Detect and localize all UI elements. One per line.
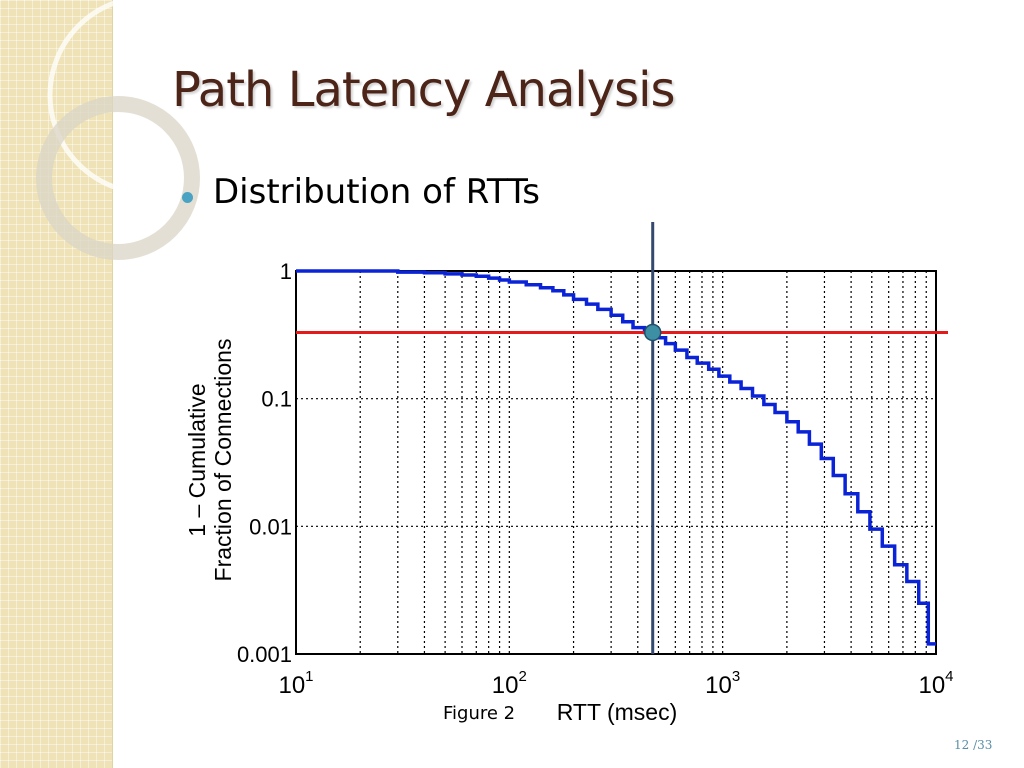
chart-grid bbox=[296, 271, 936, 654]
y-tick-label: 0.01 bbox=[249, 514, 292, 539]
ccdf-series-line bbox=[296, 269, 936, 646]
intersection-point bbox=[643, 323, 662, 342]
y-tick-label: 0.1 bbox=[261, 387, 292, 412]
plot-frame bbox=[295, 270, 937, 655]
y-axis-label-line-1: 1 – Cumulative bbox=[184, 383, 210, 536]
x-tick-label: 101 bbox=[278, 668, 313, 699]
x-tick-label: 102 bbox=[492, 668, 527, 699]
page-number: 12 /33 bbox=[954, 738, 993, 752]
y-axis-label-line-2: Fraction of Connections bbox=[210, 339, 236, 582]
y-axis-label: 1 – Cumulative Fraction of Connections bbox=[184, 339, 236, 582]
x-tick-label: 104 bbox=[918, 668, 953, 699]
y-tick-label: 0.001 bbox=[237, 642, 292, 667]
chart-annotations bbox=[296, 222, 948, 654]
slide-title: Path Latency Analysis bbox=[172, 62, 675, 118]
decorative-ring-thick bbox=[36, 96, 200, 260]
x-tick-label: 103 bbox=[705, 668, 740, 699]
decorative-ring-large bbox=[47, 0, 200, 196]
x-axis-label: RTT (msec) bbox=[557, 699, 678, 725]
y-tick-label: 1 bbox=[280, 259, 292, 284]
decorative-rings bbox=[36, 0, 200, 260]
figure-caption: Figure 2 bbox=[443, 703, 516, 724]
bullet-text: Distribution of RTTs bbox=[213, 172, 540, 212]
chart-ticks: 101 102 103 104 1 0.1 0.01 0.001 bbox=[237, 259, 954, 699]
chart-series bbox=[296, 269, 936, 646]
bullet-dot bbox=[182, 192, 193, 203]
